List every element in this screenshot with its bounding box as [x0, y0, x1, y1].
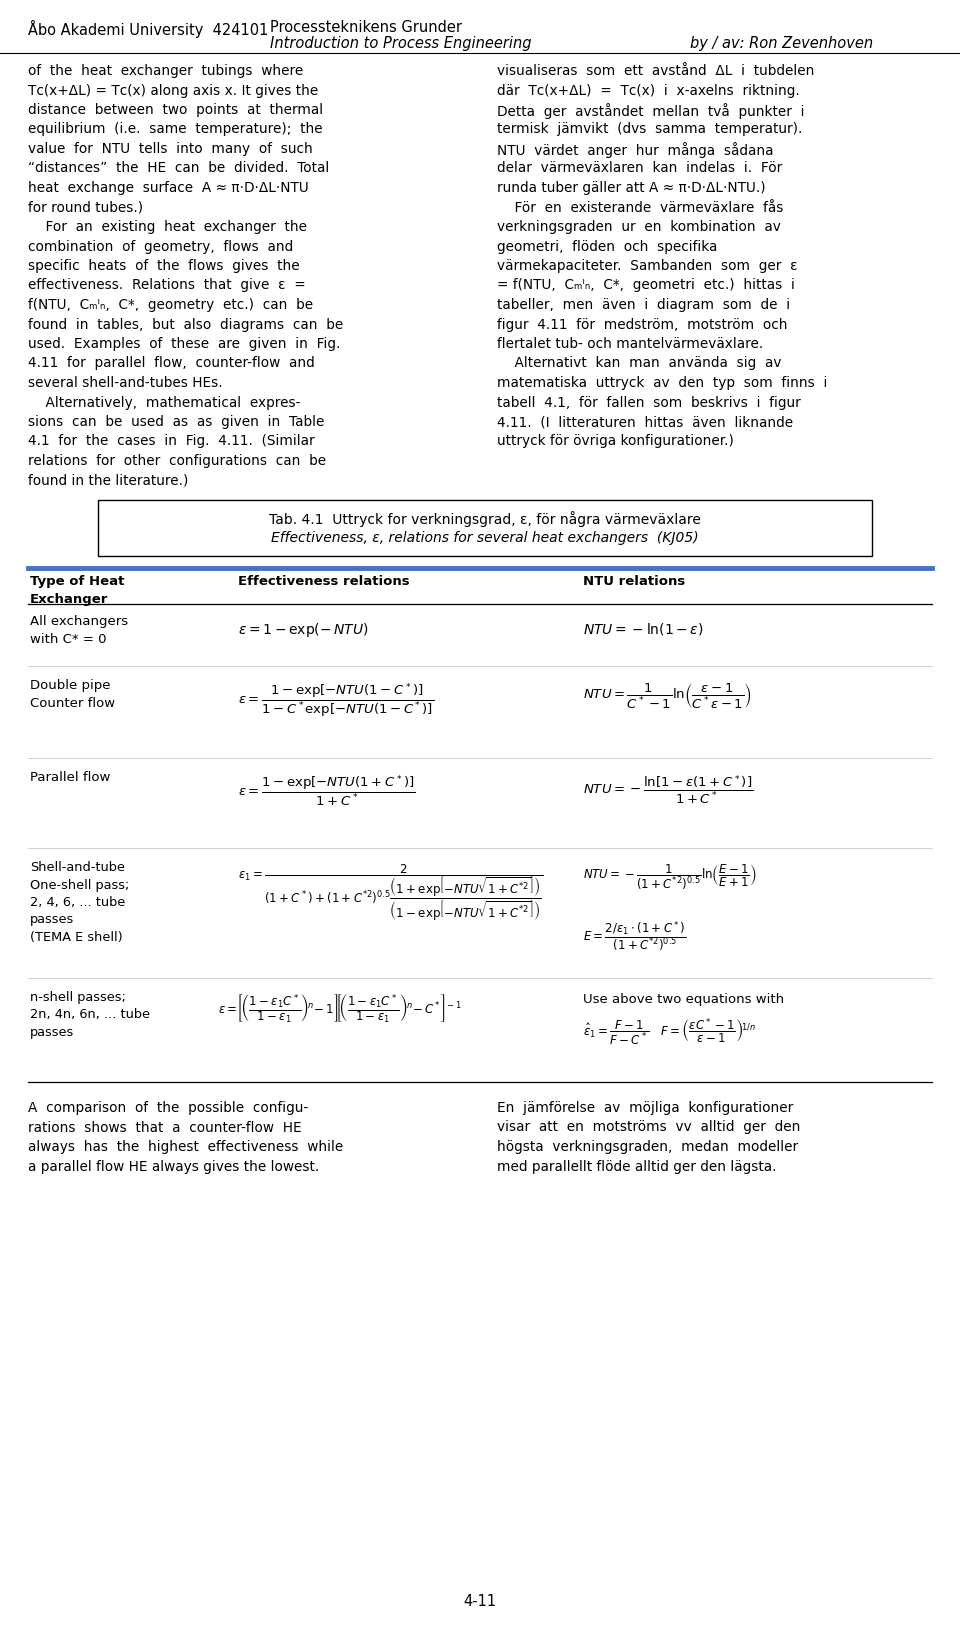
Text: Introduction to Process Engineering: Introduction to Process Engineering	[270, 36, 532, 51]
Text: = f(NTU,  Cₘᴵₙ,  C*,  geometri  etc.)  hittas  i: = f(NTU, Cₘᴵₙ, C*, geometri etc.) hittas…	[497, 279, 795, 292]
Text: $\varepsilon = \dfrac{1-\exp\!\left[-NTU(1+C^*)\right]}{1+C^*}$: $\varepsilon = \dfrac{1-\exp\!\left[-NTU…	[238, 773, 416, 807]
Text: 4-11: 4-11	[464, 1593, 496, 1609]
Text: Åbo Akademi University  424101: Åbo Akademi University 424101	[28, 20, 269, 37]
Text: Shell-and-tube
One-shell pass;
2, 4, 6, ... tube
passes
(TEMA E shell): Shell-and-tube One-shell pass; 2, 4, 6, …	[30, 861, 130, 944]
Text: Processteknikens Grunder: Processteknikens Grunder	[270, 20, 462, 34]
Text: rations  shows  that  a  counter-flow  HE: rations shows that a counter-flow HE	[28, 1120, 301, 1134]
Text: several shell-and-tubes HEs.: several shell-and-tubes HEs.	[28, 377, 223, 390]
Text: used.  Examples  of  these  are  given  in  Fig.: used. Examples of these are given in Fig…	[28, 337, 341, 350]
Text: Tᴄ(x+ΔL) = Tᴄ(x) along axis x. It gives the: Tᴄ(x+ΔL) = Tᴄ(x) along axis x. It gives …	[28, 83, 319, 98]
Text: specific  heats  of  the  flows  gives  the: specific heats of the flows gives the	[28, 259, 300, 272]
Text: effectiveness.  Relations  that  give  ε  =: effectiveness. Relations that give ε =	[28, 279, 305, 292]
Text: For  an  existing  heat  exchanger  the: For an existing heat exchanger the	[28, 220, 307, 233]
Text: $\varepsilon = 1-\exp(-\,NTU)$: $\varepsilon = 1-\exp(-\,NTU)$	[238, 621, 369, 639]
Text: med parallellt flöde alltid ger den lägsta.: med parallellt flöde alltid ger den lägs…	[497, 1159, 777, 1172]
Text: n-shell passes;
2n, 4n, 6n, ... tube
passes: n-shell passes; 2n, 4n, 6n, ... tube pas…	[30, 991, 150, 1038]
Text: combination  of  geometry,  flows  and: combination of geometry, flows and	[28, 240, 293, 253]
Text: flertalet tub- och mantelvärmeväxlare.: flertalet tub- och mantelvärmeväxlare.	[497, 337, 763, 350]
Text: Type of Heat
Exchanger: Type of Heat Exchanger	[30, 575, 125, 606]
Text: Detta  ger  avståndet  mellan  två  punkter  i: Detta ger avståndet mellan två punkter i	[497, 103, 804, 119]
FancyBboxPatch shape	[98, 500, 872, 557]
Text: verkningsgraden  ur  en  kombination  av: verkningsgraden ur en kombination av	[497, 220, 780, 233]
Text: f(NTU,  Cₘᴵₙ,  C*,  geometry  etc.)  can  be: f(NTU, Cₘᴵₙ, C*, geometry etc.) can be	[28, 298, 313, 311]
Text: visar  att  en  motströms  vv  alltid  ger  den: visar att en motströms vv alltid ger den	[497, 1120, 801, 1134]
Text: tabeller,  men  även  i  diagram  som  de  i: tabeller, men även i diagram som de i	[497, 298, 790, 311]
Text: value  for  NTU  tells  into  many  of  such: value for NTU tells into many of such	[28, 142, 313, 156]
Text: for round tubes.): for round tubes.)	[28, 200, 143, 215]
Text: Effectiveness, ε, relations for several heat exchangers  (KJ05): Effectiveness, ε, relations for several …	[271, 531, 699, 544]
Text: All exchangers
with C* = 0: All exchangers with C* = 0	[30, 615, 128, 645]
Text: $\varepsilon=\!\left[\!\left(\dfrac{1-\varepsilon_1 C^*}{1-\varepsilon_1}\right): $\varepsilon=\!\left[\!\left(\dfrac{1-\v…	[218, 993, 462, 1025]
Text: NTU relations: NTU relations	[583, 575, 685, 588]
Text: figur  4.11  för  medström,  motström  och: figur 4.11 för medström, motström och	[497, 318, 787, 331]
Text: a parallel flow HE always gives the lowest.: a parallel flow HE always gives the lowe…	[28, 1159, 320, 1172]
Text: $NTU = -\dfrac{1}{\left(1+C^{*2}\right)^{0.5}}\ln\!\left(\dfrac{E-1}{E+1}\right): $NTU = -\dfrac{1}{\left(1+C^{*2}\right)^…	[583, 862, 756, 892]
Text: tabell  4.1,  för  fallen  som  beskrivs  i  figur: tabell 4.1, för fallen som beskrivs i fi…	[497, 394, 801, 409]
Text: sions  can  be  used  as  as  given  in  Table: sions can be used as as given in Table	[28, 414, 324, 429]
Text: Effectiveness relations: Effectiveness relations	[238, 575, 410, 588]
Text: Tab. 4.1  Uttryck for verkningsgrad, ε, för några värmeväxlare: Tab. 4.1 Uttryck for verkningsgrad, ε, f…	[269, 510, 701, 526]
Text: relations  for  other  configurations  can  be: relations for other configurations can b…	[28, 453, 326, 468]
Text: uttryck för övriga konfigurationer.): uttryck för övriga konfigurationer.)	[497, 434, 733, 448]
Text: $NTU = -\dfrac{\ln\!\left[1-\varepsilon(1+C^*)\right]}{1+C^*}$: $NTU = -\dfrac{\ln\!\left[1-\varepsilon(…	[583, 773, 754, 805]
Text: 4.11.  (I  litteraturen  hittas  även  liknande: 4.11. (I litteraturen hittas även liknan…	[497, 414, 793, 429]
Text: matematiska  uttryck  av  den  typ  som  finns  i: matematiska uttryck av den typ som finns…	[497, 377, 828, 390]
Text: $\varepsilon_1 = \dfrac{2}{\left(1+C^*\right)+\left(1+C^{*2}\right)^{0.5}\dfrac{: $\varepsilon_1 = \dfrac{2}{\left(1+C^*\r…	[238, 862, 543, 923]
Text: $NTU = -\ln(1-\varepsilon)$: $NTU = -\ln(1-\varepsilon)$	[583, 621, 704, 637]
Text: $\hat{\varepsilon}_1 = \dfrac{F-1}{F-C^*}\quad F=\left(\dfrac{\varepsilon C^*-1}: $\hat{\varepsilon}_1 = \dfrac{F-1}{F-C^*…	[583, 1017, 756, 1048]
Text: heat  exchange  surface  A ≈ π·D·ΔL·NTU: heat exchange surface A ≈ π·D·ΔL·NTU	[28, 181, 309, 196]
Text: högsta  verkningsgraden,  medan  modeller: högsta verkningsgraden, medan modeller	[497, 1139, 798, 1154]
Text: $NTU = \dfrac{1}{C^*-1}\ln\!\left(\dfrac{\varepsilon-1}{C^*\varepsilon-1}\right): $NTU = \dfrac{1}{C^*-1}\ln\!\left(\dfrac…	[583, 681, 752, 709]
Text: found  in  tables,  but  also  diagrams  can  be: found in tables, but also diagrams can b…	[28, 318, 344, 331]
Text: always  has  the  highest  effectiveness  while: always has the highest effectiveness whi…	[28, 1139, 344, 1154]
Text: $\varepsilon = \dfrac{1-\exp\!\left[-NTU(1-C^*)\right]}{1-C^*\exp\!\left[-NTU(1-: $\varepsilon = \dfrac{1-\exp\!\left[-NTU…	[238, 681, 434, 719]
Text: Parallel flow: Parallel flow	[30, 771, 110, 784]
Text: 4.1  for  the  cases  in  Fig.  4.11.  (Similar: 4.1 for the cases in Fig. 4.11. (Similar	[28, 434, 315, 448]
Text: found in the literature.): found in the literature.)	[28, 473, 188, 487]
Text: A  comparison  of  the  possible  configu-: A comparison of the possible configu-	[28, 1100, 308, 1115]
Text: by / av: Ron Zevenhoven: by / av: Ron Zevenhoven	[690, 36, 874, 51]
Text: equilibrium  (i.e.  same  temperature);  the: equilibrium (i.e. same temperature); the	[28, 122, 323, 137]
Text: En  jämförelse  av  möjliga  konfigurationer: En jämförelse av möjliga konfigurationer	[497, 1100, 793, 1115]
Text: “distances”  the  HE  can  be  divided.  Total: “distances” the HE can be divided. Total	[28, 161, 329, 176]
Text: 4.11  for  parallel  flow,  counter-flow  and: 4.11 for parallel flow, counter-flow and	[28, 357, 315, 370]
Text: värmekapaciteter.  Sambanden  som  ger  ε: värmekapaciteter. Sambanden som ger ε	[497, 259, 798, 272]
Text: $E = \dfrac{2/\varepsilon_1\cdot\left(1+C^*\right)}{\left(1+C^{*2}\right)^{0.5}}: $E = \dfrac{2/\varepsilon_1\cdot\left(1+…	[583, 918, 686, 954]
Text: geometri,  flöden  och  specifika: geometri, flöden och specifika	[497, 240, 717, 253]
Text: distance  between  two  points  at  thermal: distance between two points at thermal	[28, 103, 324, 117]
Text: visualiseras  som  ett  avstånd  ΔL  i  tubdelen: visualiseras som ett avstånd ΔL i tubdel…	[497, 64, 814, 78]
Text: Use above two equations with: Use above two equations with	[583, 993, 784, 1006]
Text: NTU  värdet  anger  hur  många  sådana: NTU värdet anger hur många sådana	[497, 142, 774, 158]
Text: Alternatively,  mathematical  expres-: Alternatively, mathematical expres-	[28, 394, 300, 409]
Text: of  the  heat  exchanger  tubings  where: of the heat exchanger tubings where	[28, 64, 303, 78]
Text: runda tuber gäller att A ≈ π·D·ΔL·NTU.): runda tuber gäller att A ≈ π·D·ΔL·NTU.)	[497, 181, 766, 196]
Text: där  Tᴄ(x+ΔL)  =  Tᴄ(x)  i  x-axelns  riktning.: där Tᴄ(x+ΔL) = Tᴄ(x) i x-axelns riktning…	[497, 83, 800, 98]
Text: För  en  existerande  värmeväxlare  fås: För en existerande värmeväxlare fås	[497, 200, 783, 215]
Text: termisk  jämvikt  (dvs  samma  temperatur).: termisk jämvikt (dvs samma temperatur).	[497, 122, 803, 137]
Text: Alternativt  kan  man  använda  sig  av: Alternativt kan man använda sig av	[497, 357, 781, 370]
Text: Double pipe
Counter flow: Double pipe Counter flow	[30, 678, 115, 709]
Text: delar  värmeväxlaren  kan  indelas  i.  För: delar värmeväxlaren kan indelas i. För	[497, 161, 782, 176]
